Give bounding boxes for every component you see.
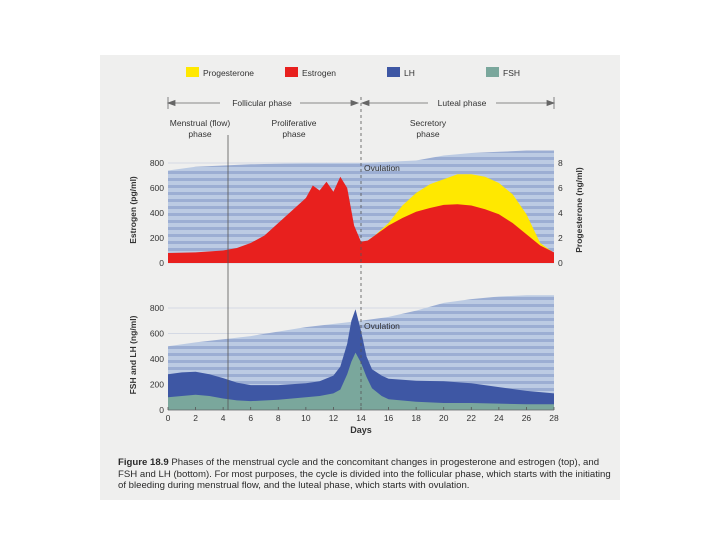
x-axis-ticks: 0 2 4 6 8 10 12 14 16 18 20 22 24 26 28 [166,407,559,423]
top-right-axis-ticks: 0 2 4 6 8 [558,158,563,268]
secretory-phase-label-line2: phase [416,129,439,139]
legend-swatch-estrogen [285,67,298,77]
menstrual-phase-label-line2: phase [188,129,211,139]
bottom-tick-label: 800 [150,303,164,313]
legend-swatch-progesterone [186,67,199,77]
bottom-ovulation-label: Ovulation [364,321,400,331]
legend-swatch-lh [387,67,400,77]
legend-label-lh: LH [404,68,415,78]
x-tick-label: 16 [384,413,394,423]
follicular-phase-label: Follicular phase [232,98,292,108]
proliferative-phase-label: Proliferative [272,118,317,128]
x-tick-label: 20 [439,413,449,423]
menstrual-phase-label: Menstrual (flow) [170,118,231,128]
legend-label-fsh: FSH [503,68,520,78]
x-tick-label: 22 [467,413,477,423]
x-tick-label: 10 [301,413,311,423]
x-tick-label: 28 [549,413,559,423]
x-tick-label: 6 [248,413,253,423]
caption-text: Phases of the menstrual cycle and the co… [118,457,611,492]
x-tick-label: 0 [166,413,171,423]
top-left-tick-label: 0 [159,258,164,268]
legend-label-progesterone: Progesterone [203,68,254,78]
luteal-phase-label: Luteal phase [438,98,487,108]
legend-swatch-fsh [486,67,499,77]
top-left-tick-label: 400 [150,208,164,218]
top-ovulation-label: Ovulation [364,163,400,173]
x-tick-label: 26 [522,413,532,423]
bottom-tick-label: 0 [159,405,164,415]
top-left-tick-label: 600 [150,183,164,193]
x-tick-label: 24 [494,413,504,423]
x-tick-label: 2 [193,413,198,423]
estrogen-axis-label: Estrogen (pg/ml) [128,176,138,244]
bottom-axis-ticks: 0 200 400 600 800 [150,303,164,415]
estrogen-area [168,176,554,263]
x-axis-label: Days [350,425,372,435]
legend-label-estrogen: Estrogen [302,68,336,78]
proliferative-phase-label-line2: phase [282,129,305,139]
top-panel: 0 200 400 600 800 0 2 4 6 8 Ovulation Estrogen (… [128,150,584,268]
legend: Progesterone Estrogen LH FSH [186,67,520,78]
top-right-tick-label: 4 [558,208,563,218]
lh-area [168,309,554,410]
top-left-tick-label: 800 [150,158,164,168]
x-tick-label: 12 [329,413,339,423]
progesterone-axis-label: Progesterone (ng/ml) [574,167,584,253]
bottom-tick-label: 400 [150,354,164,364]
secretory-phase-label: Secretory [410,118,447,128]
top-left-axis-ticks: 0 200 400 600 800 [150,158,164,268]
top-right-tick-label: 8 [558,158,563,168]
x-tick-label: 4 [221,413,226,423]
bottom-tick-label: 600 [150,329,164,339]
phase-arrows [166,97,556,109]
x-tick-label: 8 [276,413,281,423]
top-right-tick-label: 6 [558,183,563,193]
top-left-tick-label: 200 [150,233,164,243]
fsh-lh-axis-label: FSH and LH (ng/ml) [128,315,138,394]
top-right-tick-label: 2 [558,233,563,243]
x-tick-label: 14 [356,413,366,423]
menstrual-cycle-chart: Progesterone Estrogen LH FSH Follicular … [128,67,584,435]
bottom-tick-label: 200 [150,380,164,390]
figure-label: Figure 18.9 [118,457,169,468]
x-tick-label: 18 [411,413,421,423]
figure-panel: Progesterone Estrogen LH FSH Follicular … [100,55,620,500]
top-right-tick-label: 0 [558,258,563,268]
figure-caption: Figure 18.9 Phases of the menstrual cycl… [118,457,618,492]
